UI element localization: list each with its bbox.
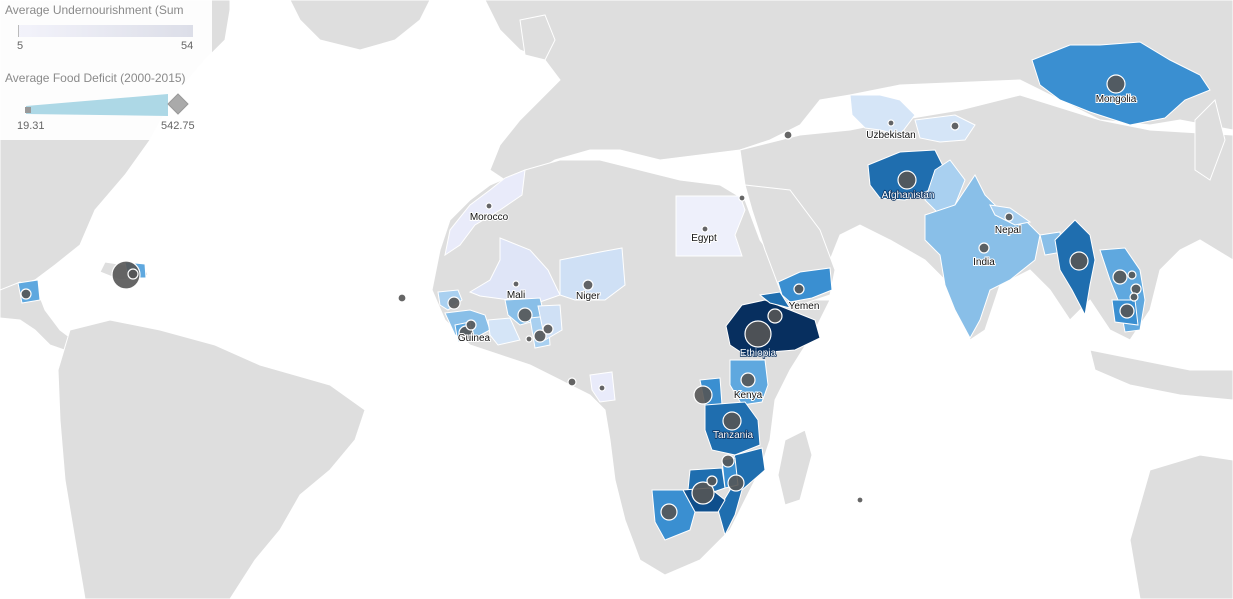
land-australia: [1129, 454, 1233, 599]
country-niger: [559, 247, 626, 301]
bubble-haiti-2: [127, 268, 139, 280]
label-ethiopia: Ethiopia: [740, 348, 777, 359]
bubble-congo: [598, 384, 606, 392]
label-guinea: Guinea: [458, 333, 491, 344]
legend-undernourishment-min: 5: [17, 40, 24, 52]
size-scale-wedge: [26, 94, 168, 116]
bubble-mozambique: [727, 474, 745, 492]
bubble-cape-verde: [397, 293, 407, 303]
bubble-tajikistan: [950, 121, 960, 131]
land-japan: [1194, 99, 1226, 181]
land-europe: [484, 0, 1233, 181]
bubble-laos-2: [1127, 270, 1137, 280]
bubble-liberia: [465, 319, 477, 331]
bubble-vietnam-2: [1129, 292, 1139, 302]
bubble-sao-tome: [567, 377, 577, 387]
bubble-ethiopia: [744, 320, 772, 348]
label-uzbekistan: Uzbekistan: [866, 130, 915, 141]
bubble-india: [978, 242, 990, 254]
bubbles[interactable]: [20, 74, 1142, 521]
land-indonesia: [1089, 349, 1233, 401]
bubble-malawi: [721, 454, 735, 468]
label-morocco: Morocco: [470, 212, 509, 223]
legend-undernourishment-title: Average Undernourishment (Sum: [5, 3, 184, 17]
undernourishment-scale-tick: [18, 25, 19, 37]
bubble-niger: [582, 279, 594, 291]
bubble-kenya: [740, 372, 756, 388]
bubble-myanmar: [1069, 251, 1089, 271]
country-yemen: [777, 267, 833, 303]
bubble-togo: [533, 329, 547, 343]
land-south-america: [57, 319, 366, 599]
bubble-zimbabwe: [691, 481, 715, 505]
bubble-mali: [512, 280, 520, 288]
label-tanzania: Tanzania: [713, 430, 753, 441]
bubble-mauritius: [856, 496, 864, 504]
land-uk: [519, 14, 556, 61]
label-yemen: Yemen: [789, 301, 820, 312]
bubble-zambia: [706, 475, 718, 487]
bubble-morocco: [485, 202, 493, 210]
bubble-namibia: [660, 503, 678, 521]
bubble-laos: [1112, 269, 1128, 285]
bubble-benin: [542, 323, 554, 335]
legend-undernourishment-max: 54: [181, 40, 194, 52]
legend-food-deficit-min: 19.31: [17, 120, 45, 132]
bubble-tanzania: [722, 411, 742, 431]
bubble-rwanda: [693, 385, 713, 405]
land-greenland: [289, 0, 431, 51]
country-ivory-coast: [487, 317, 521, 346]
bubble-haiti: [111, 260, 141, 290]
label-egypt: Egypt: [691, 233, 717, 244]
label-niger: Niger: [576, 291, 601, 302]
bubble-uzbekistan: [887, 119, 895, 127]
bubble-vietnam: [1130, 283, 1142, 295]
label-mongolia: Mongolia: [1096, 94, 1137, 105]
country-tajikistan-kyrgyz: [914, 114, 976, 143]
bubble-mongolia: [1106, 74, 1126, 94]
food-deficit-size-scale: [25, 93, 189, 116]
label-afghanistan: Afghanistan: [882, 190, 935, 201]
country-egypt: [675, 195, 746, 257]
country-labels: Morocco Egypt Mali Niger Guinea Yemen Et…: [457, 93, 1138, 442]
bubble-afghanistan: [897, 170, 917, 190]
bubble-nepal: [1004, 212, 1014, 222]
bubble-armenia: [783, 130, 793, 140]
label-india: India: [973, 257, 995, 268]
bubble-yemen: [793, 283, 805, 295]
bubble-levant: [738, 194, 746, 202]
country-morocco: [444, 169, 526, 257]
bubble-egypt: [701, 225, 709, 233]
size-scale-max-marker: [167, 93, 189, 115]
map-legend: Average Undernourishment (Sum 5 54 Avera…: [0, 0, 212, 140]
bubble-cambodia: [1119, 303, 1135, 319]
bubble-guatemala: [20, 288, 32, 300]
label-mali: Mali: [507, 290, 525, 301]
label-nepal: Nepal: [995, 225, 1021, 236]
undernourishment-color-scale: [18, 25, 193, 37]
legend-food-deficit-title: Average Food Deficit (2000-2015): [5, 71, 186, 85]
bubble-eritrea: [767, 308, 783, 324]
legend-food-deficit-max: 542.75: [161, 120, 195, 132]
bubble-senegal: [447, 296, 461, 310]
size-scale-min-marker: [25, 107, 31, 113]
bubble-burkina: [517, 307, 533, 323]
country-uzbekistan: [849, 94, 916, 136]
land-madagascar: [777, 429, 813, 506]
bubble-ivory: [525, 335, 533, 343]
label-kenya: Kenya: [734, 390, 763, 401]
